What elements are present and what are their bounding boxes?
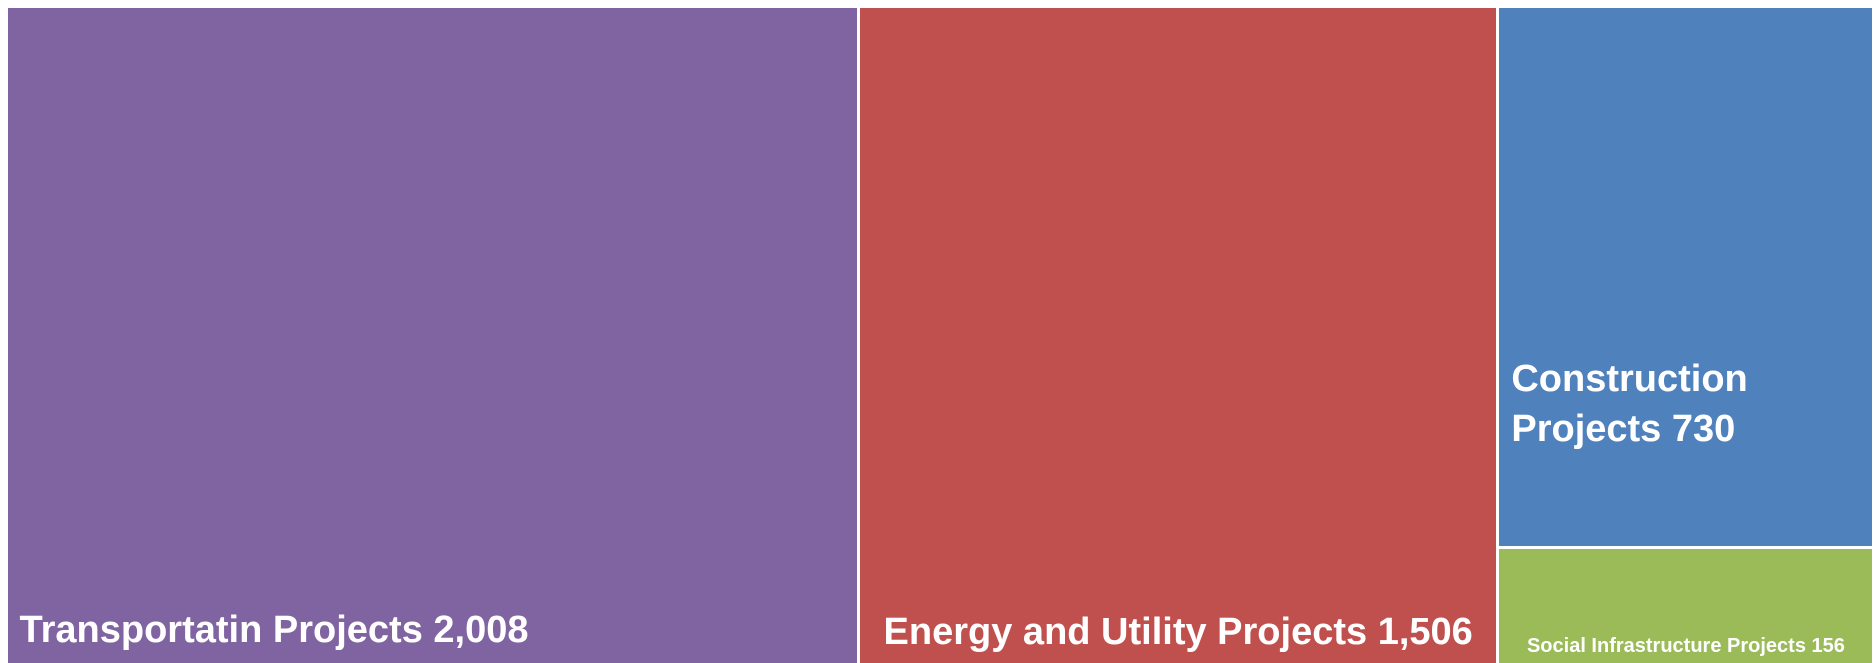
category-name: Transportatin Projects	[19, 608, 423, 651]
category-name: Social Infrastructure Projects	[1526, 634, 1806, 657]
tile-label: Social Infrastructure Projects 156	[1499, 633, 1872, 663]
value-label: 1,506	[1377, 610, 1473, 653]
tile-label: Energy and Utility Projects 1,506	[860, 608, 1496, 663]
value-label: 2,008	[433, 608, 529, 651]
tile: Social Infrastructure Projects 156	[1499, 549, 1873, 663]
category-name: Construction Projects	[1511, 358, 1748, 450]
tile: Transportatin Projects 2,008	[7, 8, 857, 663]
value-label: 730	[1671, 407, 1736, 450]
tile: Construction Projects 730	[1499, 8, 1873, 547]
category-name: Energy and Utility Projects	[883, 610, 1368, 653]
tile: Energy and Utility Projects 1,506	[859, 8, 1497, 663]
tile-label: Construction Projects 730	[1499, 355, 1872, 546]
tile-label: Transportatin Projects 2,008	[8, 606, 857, 663]
value-label: 156	[1811, 634, 1845, 657]
